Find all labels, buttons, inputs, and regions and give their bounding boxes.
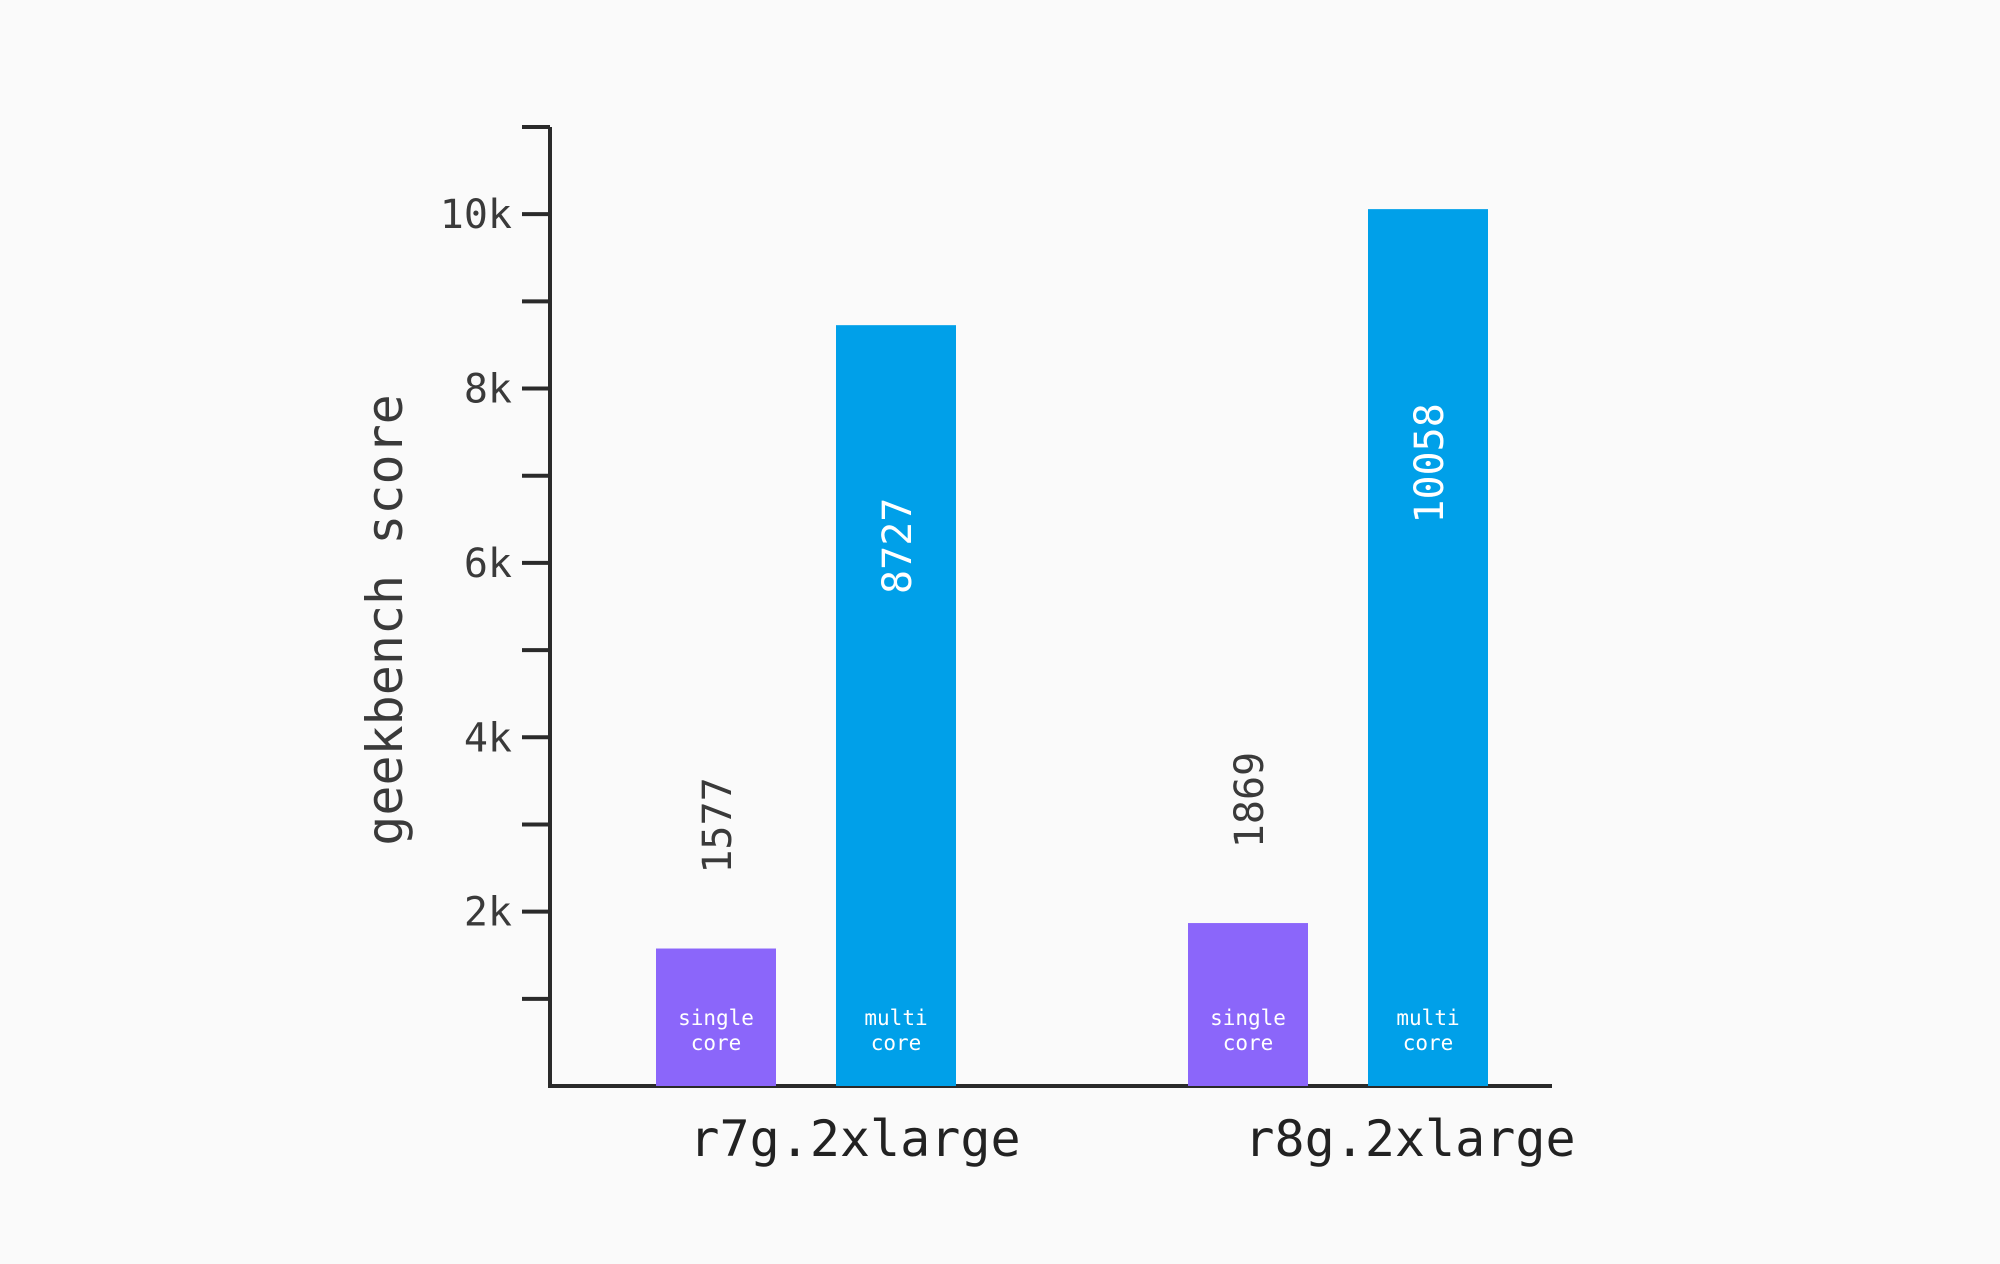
bar-value-label: 8727	[875, 498, 921, 594]
bar-series-label: multi	[1396, 1006, 1459, 1030]
bar-series-label: core	[1403, 1031, 1454, 1055]
bar-series-label: multi	[864, 1006, 927, 1030]
y-tick-label: 8k	[464, 367, 512, 413]
bar-value-label: 1577	[695, 777, 741, 873]
x-category-label: r8g.2xlarge	[1244, 1110, 1575, 1168]
y-tick-label: 6k	[464, 541, 512, 587]
y-tick-label: 2k	[464, 890, 512, 936]
bar-value-label: 1869	[1227, 752, 1273, 848]
y-axis-title: geekbench score	[356, 394, 414, 846]
bar-series-label: core	[691, 1031, 742, 1055]
labels: geekbench score r7g.2xlarge r8g.2xlarge sin…	[356, 394, 1576, 1168]
bar	[1368, 209, 1488, 1087]
bar	[656, 948, 776, 1086]
y-tick-label: 10k	[440, 192, 512, 238]
bar-series-label: single	[678, 1006, 754, 1030]
bars	[656, 209, 1488, 1087]
bar-series-label: core	[871, 1031, 922, 1055]
bar-value-label: 10058	[1407, 403, 1453, 523]
bar	[1188, 923, 1308, 1086]
bar-series-label: single	[1210, 1006, 1286, 1030]
bar-series-label: core	[1223, 1031, 1274, 1055]
y-tick-label: 4k	[464, 715, 512, 761]
bar	[836, 325, 956, 1086]
x-category-label: r7g.2xlarge	[689, 1110, 1020, 1168]
